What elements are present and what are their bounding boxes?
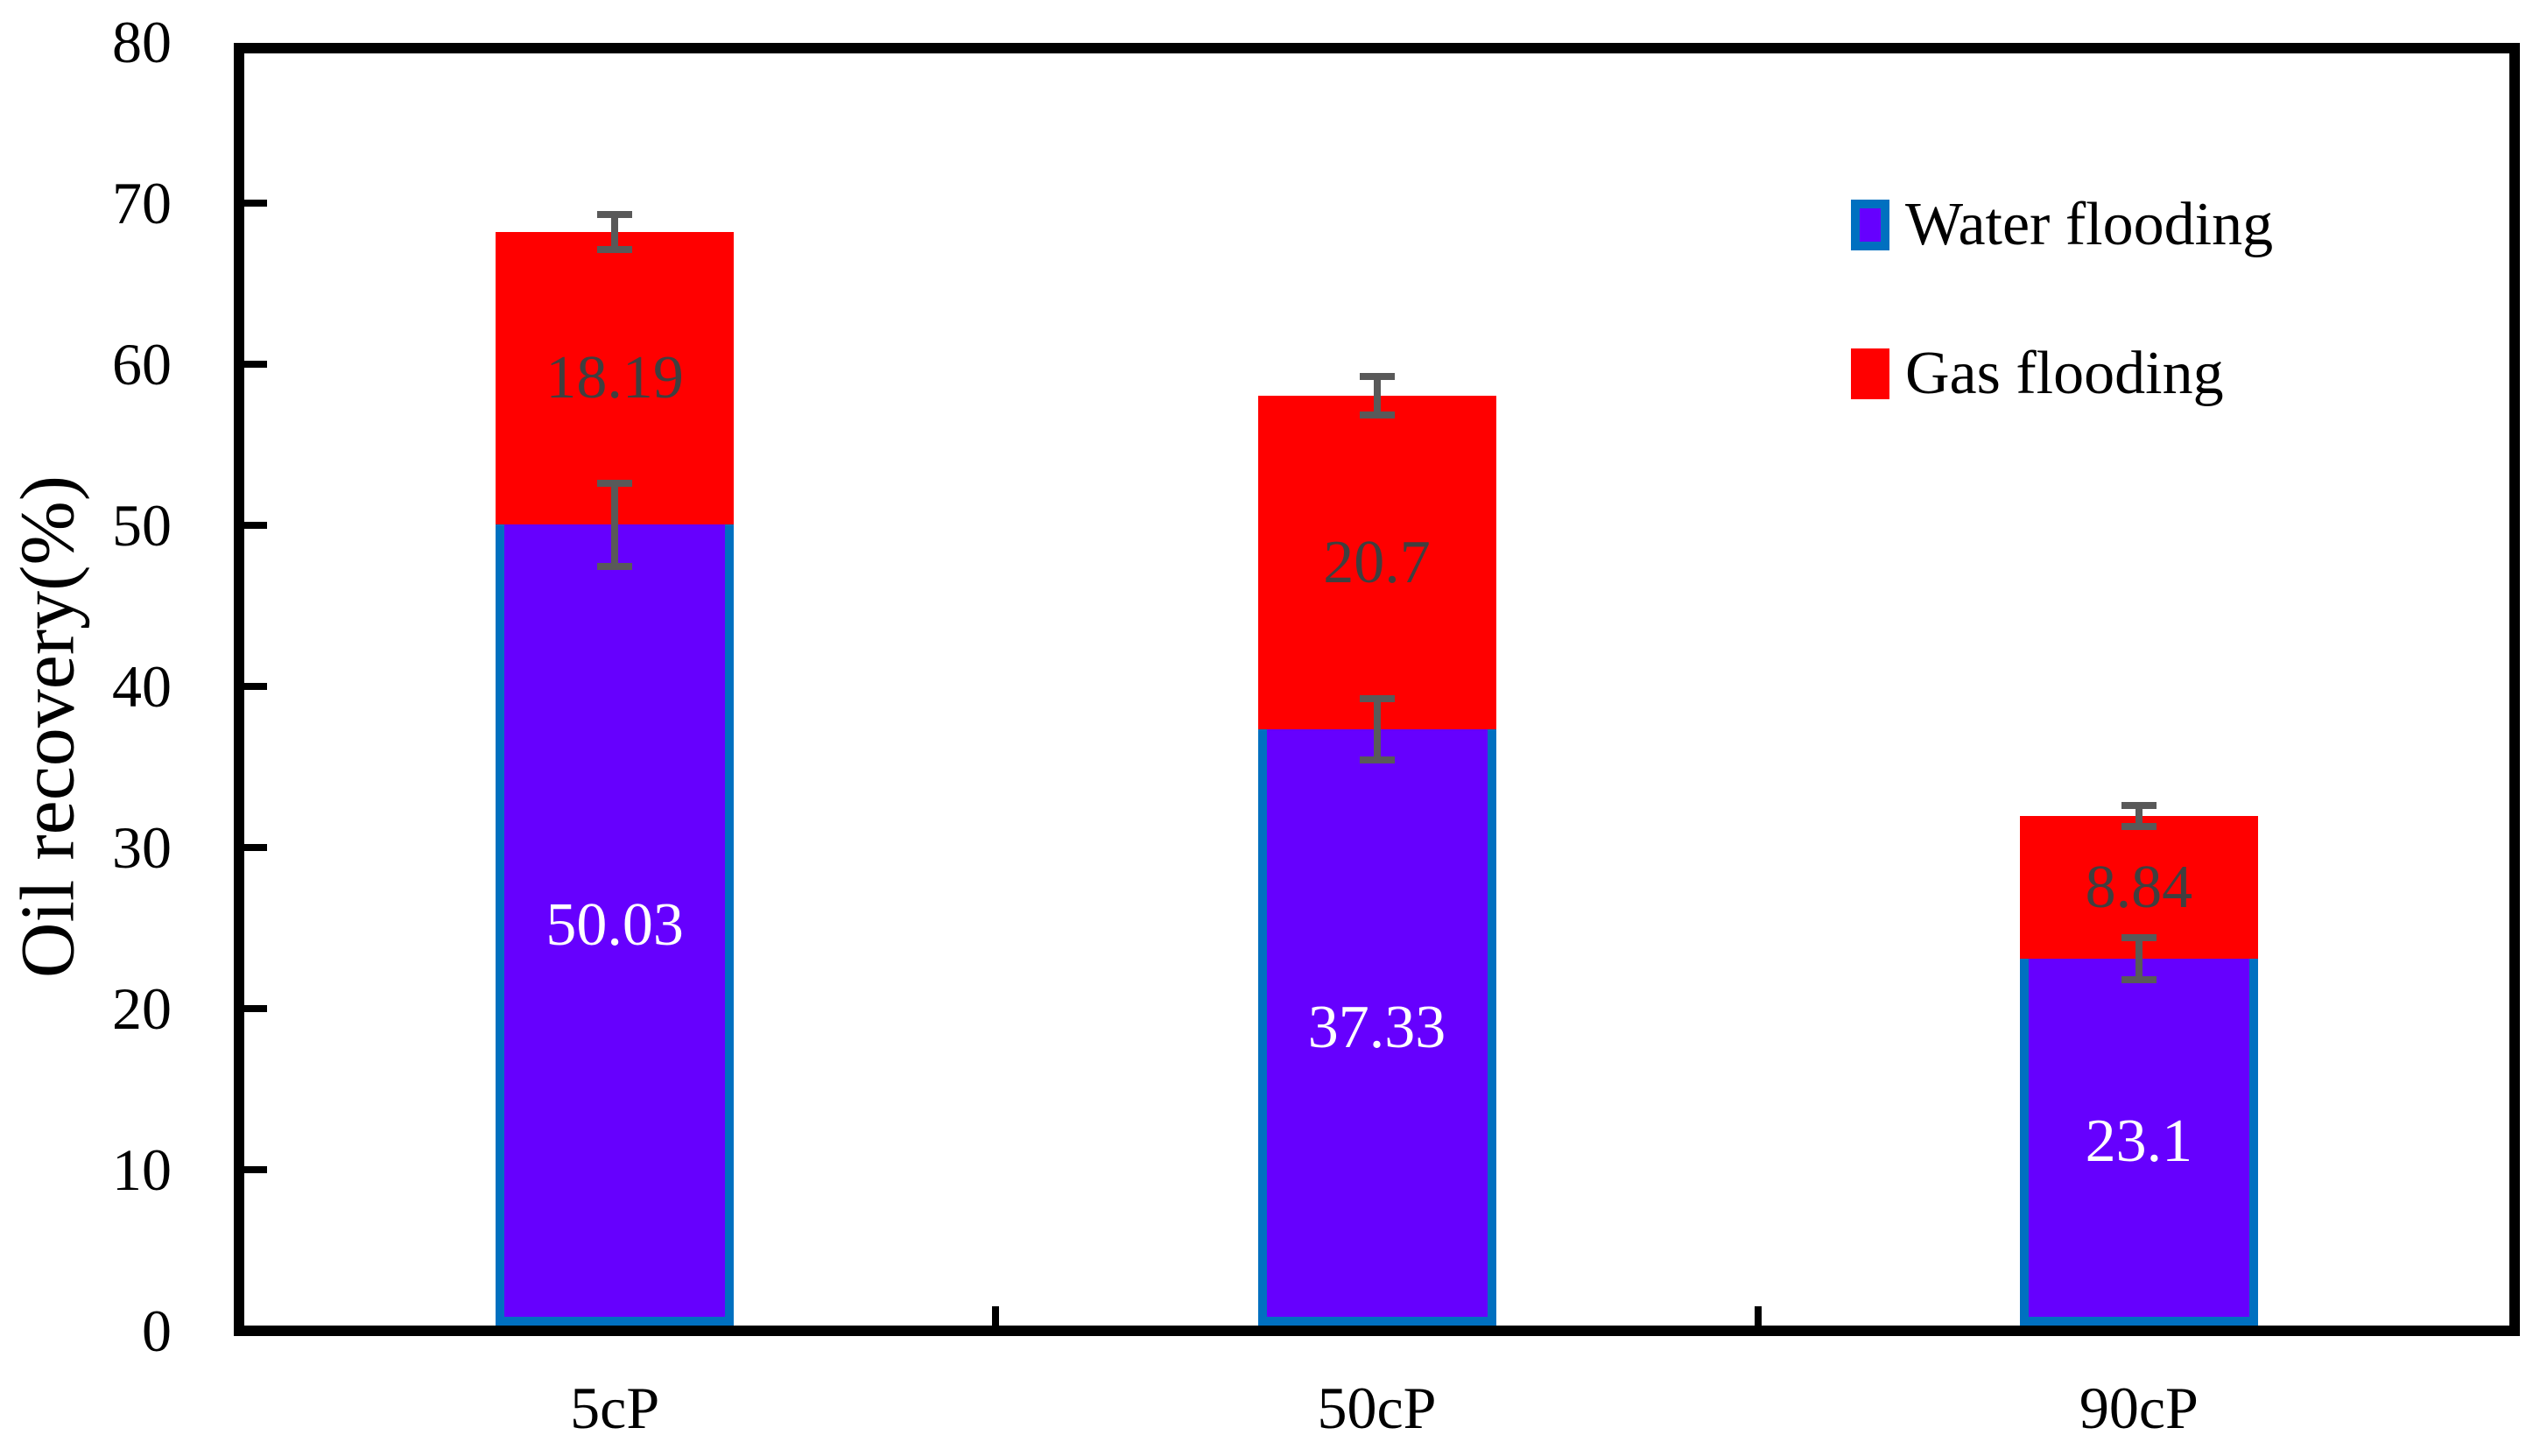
legend-item-gas-flooding: Gas flooding xyxy=(1851,340,2224,407)
y-tick-mark xyxy=(244,522,267,529)
legend-label-gas-flooding: Gas flooding xyxy=(1905,340,2224,407)
data-label-water-50cP: 37.33 xyxy=(1307,993,1446,1061)
error-bar-water-90cP-cap-top xyxy=(2121,934,2157,942)
y-tick-label: 50 xyxy=(112,492,172,559)
y-tick-mark xyxy=(244,361,267,368)
error-bar-gas-50cP-cap-bottom xyxy=(1359,411,1395,419)
error-bar-water-5cP-cap-top xyxy=(597,479,633,487)
data-label-water-90cP: 23.1 xyxy=(2085,1108,2193,1176)
data-label-gas-50cP: 20.7 xyxy=(1323,528,1431,596)
error-bar-water-90cP-whisker xyxy=(2135,938,2142,980)
error-bar-gas-5cP-cap-bottom xyxy=(597,245,633,253)
legend-swatch-gas-flooding-icon xyxy=(1851,348,1889,399)
y-tick-label: 70 xyxy=(112,170,172,236)
data-label-gas-90cP: 8.84 xyxy=(2085,853,2193,921)
y-tick-label: 20 xyxy=(112,975,172,1042)
plot-area xyxy=(234,43,2520,1336)
error-bar-gas-90cP-cap-bottom xyxy=(2121,823,2157,831)
x-tick-mark xyxy=(992,1306,1000,1326)
error-bar-gas-50cP-cap-top xyxy=(1359,373,1395,381)
error-bar-water-50cP-cap-top xyxy=(1359,695,1395,703)
y-tick-label: 30 xyxy=(112,814,172,881)
bar-segment-water-50cP xyxy=(1257,729,1496,1326)
error-bar-water-5cP-whisker xyxy=(611,482,619,567)
bar-segment-gas-5cP xyxy=(496,231,735,525)
error-bar-gas-90cP-whisker xyxy=(2135,805,2142,827)
x-tick-label-5cP: 5cP xyxy=(570,1375,660,1441)
error-bar-gas-5cP-whisker xyxy=(611,214,619,250)
bar-segment-water-90cP xyxy=(2019,958,2258,1326)
error-bar-gas-5cP-cap-top xyxy=(597,210,633,218)
error-bar-gas-90cP-cap-top xyxy=(2121,802,2157,810)
y-tick-label: 60 xyxy=(112,331,172,397)
y-tick-mark xyxy=(244,1005,267,1012)
x-tick-mark xyxy=(1754,1306,1762,1326)
y-tick-mark xyxy=(244,683,267,690)
legend-label-water-flooding: Water flooding xyxy=(1905,191,2274,258)
legend-swatch-water-flooding-icon xyxy=(1851,200,1889,250)
x-tick-label-90cP: 90cP xyxy=(2079,1375,2199,1441)
y-tick-mark xyxy=(244,200,267,207)
error-bar-water-5cP-cap-bottom xyxy=(597,563,633,571)
error-bar-water-50cP-whisker xyxy=(1373,699,1381,761)
y-tick-mark xyxy=(244,1166,267,1173)
x-tick-label-50cP: 50cP xyxy=(1317,1375,1437,1441)
error-bar-water-50cP-cap-bottom xyxy=(1359,756,1395,764)
error-bar-gas-50cP-whisker xyxy=(1373,376,1381,416)
y-tick-label: 40 xyxy=(112,653,172,720)
data-label-water-5cP: 50.03 xyxy=(545,890,684,959)
y-tick-label: 80 xyxy=(112,9,172,75)
y-tick-label: 0 xyxy=(142,1298,172,1364)
y-tick-label: 10 xyxy=(112,1136,172,1203)
data-label-gas-5cP: 18.19 xyxy=(545,344,684,412)
legend-item-water-flooding: Water flooding xyxy=(1851,191,2274,258)
y-tick-mark xyxy=(244,844,267,851)
error-bar-water-90cP-cap-bottom xyxy=(2121,975,2157,983)
bar-segment-water-5cP xyxy=(496,524,735,1326)
bar-segment-gas-50cP xyxy=(1257,396,1496,730)
